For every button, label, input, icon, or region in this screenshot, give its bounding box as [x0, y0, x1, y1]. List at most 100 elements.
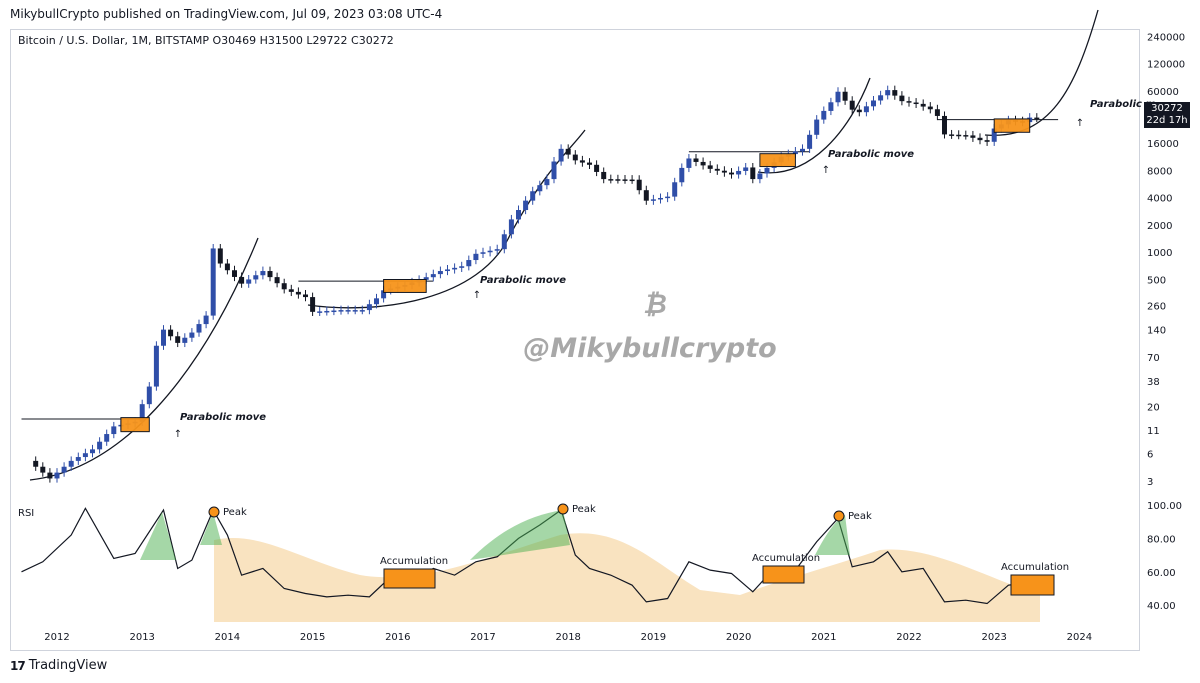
candle-body — [807, 134, 813, 149]
watermark-handle: @Mikybullcrypto — [523, 333, 776, 364]
candle-body — [700, 161, 706, 166]
candle-body — [1034, 117, 1040, 120]
candle-body — [629, 179, 635, 182]
candle-body — [40, 466, 46, 473]
price-tick-label: 240000 — [1147, 32, 1185, 43]
candle-body — [743, 167, 749, 171]
candle-body — [544, 179, 550, 186]
x-tick-label: 2020 — [726, 632, 751, 643]
bitcoin-watermark-icon: ₿ — [643, 289, 667, 320]
candle-body — [61, 466, 67, 473]
candle-body — [324, 310, 330, 313]
tradingview-mark-icon: 17 — [10, 658, 26, 673]
candle-body — [871, 100, 876, 107]
x-tick-label: 2017 — [470, 632, 495, 643]
candle-body — [381, 290, 387, 299]
candle-body — [991, 128, 997, 142]
rsi-peak-fill — [470, 510, 570, 560]
up-arrow-icon: ↑ — [822, 165, 830, 176]
candle-body — [423, 277, 429, 280]
candle-body — [224, 263, 230, 271]
candle-body — [196, 324, 202, 333]
last-price: 30272 — [1151, 103, 1183, 114]
candle-body — [33, 460, 39, 467]
candle-body — [47, 472, 53, 479]
candle-body — [551, 161, 557, 180]
x-tick-label: 2023 — [981, 632, 1006, 643]
candle-countdown: 22d 17h — [1146, 115, 1188, 126]
rsi-peak-fill — [815, 515, 850, 555]
candle-body — [913, 102, 919, 105]
candle-body — [111, 426, 117, 435]
peak-marker — [833, 510, 845, 522]
candle-body — [90, 449, 95, 454]
chart-frame[interactable] — [10, 29, 1140, 651]
x-tick-label: 2024 — [1067, 632, 1092, 643]
candle-body — [856, 109, 862, 113]
candle-body — [572, 154, 578, 161]
candle-body — [523, 200, 529, 211]
candle-body — [303, 294, 308, 298]
last-price-label: 30272 22d 17h — [1144, 102, 1190, 128]
candle-body — [601, 171, 607, 180]
price-tick-label: 70 — [1147, 353, 1160, 364]
tradingview-logo[interactable]: 17 TradingView — [10, 658, 107, 673]
candle-body — [246, 279, 252, 284]
candle-body — [622, 179, 628, 181]
price-tick-label: 11 — [1147, 426, 1160, 437]
candle-body — [189, 332, 195, 338]
rsi-area-band — [214, 533, 1040, 622]
rsi-tick-label: 40.00 — [1147, 601, 1176, 612]
price-pane: ₿ @Mikybullcrypto Parabolic move ↑ Parabolic… — [21, 9, 1156, 483]
peak-label: Peak — [223, 507, 247, 518]
parabolic-curve — [29, 237, 259, 481]
up-arrow-icon: ↑ — [473, 290, 481, 301]
candle-body — [714, 168, 720, 171]
candle-body — [161, 329, 166, 346]
candle-body — [473, 253, 479, 261]
candle-body — [168, 329, 174, 337]
price-tick-label: 120000 — [1147, 60, 1185, 71]
candle-body — [437, 271, 443, 275]
candle-body — [487, 250, 493, 253]
candle-body — [139, 404, 145, 422]
candle-body — [636, 179, 642, 191]
x-tick-label: 2012 — [44, 632, 69, 643]
candle-body — [878, 95, 884, 101]
peak-label: Peak — [848, 511, 872, 522]
candle-body — [821, 110, 827, 120]
candle-body — [146, 386, 152, 405]
price-tick-label: 260 — [1147, 301, 1166, 312]
accumulation-box — [383, 279, 427, 293]
published-line: MikybullCrypto published on TradingView.… — [10, 7, 443, 21]
candle-body — [750, 167, 756, 180]
candle-body — [800, 148, 805, 152]
candle-body — [558, 148, 564, 162]
accumulation-box — [759, 153, 796, 168]
x-tick-label: 2021 — [811, 632, 836, 643]
candle-body — [949, 134, 955, 136]
candle-body — [366, 304, 372, 311]
parabolic-curve — [984, 9, 1099, 136]
price-tick-label: 2000 — [1147, 221, 1172, 232]
candle-body — [310, 297, 316, 312]
candle-body — [537, 185, 543, 192]
candle-body — [494, 249, 500, 251]
candle-body — [104, 434, 110, 442]
candle-body — [977, 137, 983, 141]
x-tick-label: 2016 — [385, 632, 410, 643]
candle-body — [501, 234, 507, 250]
accumulation-box — [120, 417, 150, 433]
x-tick-label: 2019 — [641, 632, 666, 643]
candle-body — [445, 269, 450, 272]
candle-body — [153, 345, 159, 387]
x-tick-label: 2015 — [300, 632, 325, 643]
price-tick-label: 500 — [1147, 276, 1166, 287]
candle-body — [331, 310, 337, 313]
candle-body — [281, 283, 287, 290]
rsi-tick-label: 60.00 — [1147, 568, 1176, 579]
candle-body — [899, 95, 905, 102]
up-arrow-icon: ↑ — [174, 429, 182, 440]
candle-body — [686, 158, 692, 168]
